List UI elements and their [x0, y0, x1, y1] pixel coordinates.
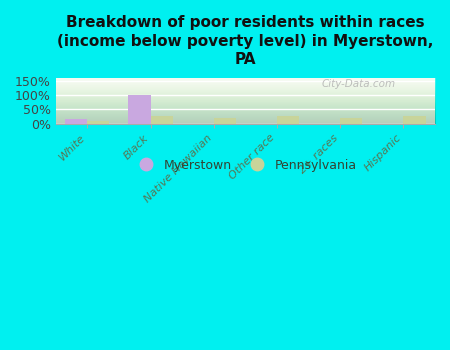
Bar	[214, 118, 236, 124]
Legend: Myerstown, Pennsylvania: Myerstown, Pennsylvania	[129, 154, 362, 176]
Bar	[151, 116, 173, 124]
Bar	[340, 118, 362, 124]
Bar	[65, 119, 87, 124]
Title: Breakdown of poor residents within races
(income below poverty level) in Myersto: Breakdown of poor residents within races…	[57, 15, 433, 67]
Bar	[277, 116, 299, 124]
Bar	[128, 95, 151, 124]
Bar	[87, 121, 109, 124]
Bar	[403, 116, 426, 124]
Text: City-Data.com: City-Data.com	[321, 78, 396, 89]
